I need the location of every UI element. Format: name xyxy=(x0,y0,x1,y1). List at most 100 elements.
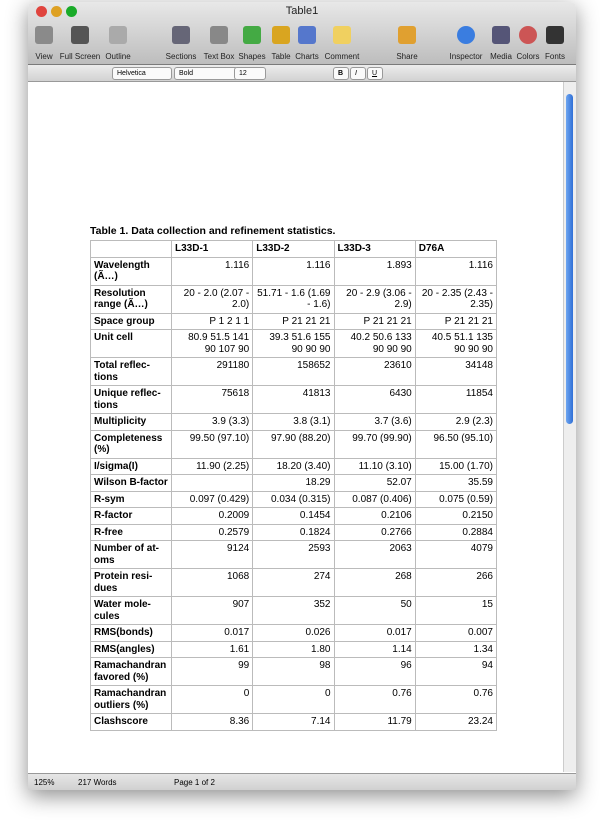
toolbar-icon[interactable] xyxy=(333,26,351,44)
table-cell: 0.76 xyxy=(414,685,498,714)
toolbar-icon[interactable] xyxy=(457,26,475,44)
bold-button[interactable]: B xyxy=(333,67,349,80)
table-row: Water mole-cules 907 352 50 15 xyxy=(90,596,498,625)
font-menu[interactable]: Helvetica xyxy=(112,67,172,80)
toolbar-label[interactable]: Comment xyxy=(324,52,360,61)
table-row: I/sigma(I) 11.90 (2.25) 18.20 (3.40) 11.10 … xyxy=(90,457,498,475)
toolbar-icon[interactable] xyxy=(35,26,53,44)
table-row: RMS(angles) 1.61 1.80 1.14 1.34 xyxy=(90,640,498,658)
column-header: L33D-1 xyxy=(170,240,254,258)
table-cell: 0.026 xyxy=(252,624,335,642)
column-header: D76A xyxy=(414,240,498,258)
table-cell: 94 xyxy=(414,657,498,686)
toolbar-label[interactable]: Inspector xyxy=(449,52,483,61)
table-row: R-free 0.2579 0.1824 0.2766 0.2884 xyxy=(90,523,498,541)
table-cell: 0.2009 xyxy=(170,507,254,525)
toolbar-icon[interactable] xyxy=(519,26,537,44)
row-label: Ramachandran outliers (%) xyxy=(90,685,172,714)
table-row: Unit cell 80.9 51.5 141 90 107 90 39.3 51.… xyxy=(90,329,498,358)
table-cell: 3.9 (3.3) xyxy=(170,413,254,431)
column-header: L33D-2 xyxy=(252,240,335,258)
table-cell: 96.50 (95.10) xyxy=(414,429,498,459)
table-row: Unique reflec-tions 75618 41813 6430 11854 xyxy=(90,385,498,414)
toolbar-label[interactable]: Table xyxy=(271,52,291,61)
toolbar-icon[interactable] xyxy=(210,26,228,44)
toolbar-icon[interactable] xyxy=(109,26,127,44)
row-label: Ramachandran favored (%) xyxy=(90,657,172,686)
row-label: Total reflec-tions xyxy=(90,357,172,386)
row-label: RMS(bonds) xyxy=(90,624,172,642)
word-count: 217 Words xyxy=(78,778,117,787)
row-label: Protein resi-dues xyxy=(90,568,172,597)
table-cell: 0.2106 xyxy=(333,507,416,525)
table-cell: 40.2 50.6 133 90 90 90 xyxy=(333,329,416,358)
toolbar-label[interactable]: View xyxy=(35,52,53,61)
table-cell: 41813 xyxy=(252,385,335,414)
table-cell: 20 - 2.9 (3.06 - 2.9) xyxy=(333,284,416,314)
table-cell: 15.00 (1.70) xyxy=(414,457,498,475)
table-cell: 98 xyxy=(252,657,335,686)
toolbar-label[interactable]: Sections xyxy=(165,52,197,61)
toolbar-icon[interactable] xyxy=(243,26,261,44)
toolbar-label[interactable]: Shapes xyxy=(238,52,266,61)
close-button[interactable] xyxy=(36,6,47,17)
toolbar-label[interactable]: Colors xyxy=(516,52,540,61)
table-cell: 0.017 xyxy=(170,624,254,642)
toolbar-icon[interactable] xyxy=(546,26,564,44)
table-cell: 0.2579 xyxy=(170,523,254,541)
table-cell: 9124 xyxy=(170,540,254,569)
table-cell: 1.34 xyxy=(414,640,498,658)
table-cell: 15 xyxy=(414,596,498,625)
table-cell: 23.24 xyxy=(414,713,498,731)
table-cell: 0.087 (0.406) xyxy=(333,490,416,508)
table-cell: 1.14 xyxy=(333,640,416,658)
table-cell: 2063 xyxy=(333,540,416,569)
toolbar-label[interactable]: Full Screen xyxy=(59,52,101,61)
table-cell: 266 xyxy=(414,568,498,597)
table-row: R-factor 0.2009 0.1454 0.2106 0.2150 xyxy=(90,507,498,525)
table-cell: 35.59 xyxy=(414,474,498,492)
toolbar-icon[interactable] xyxy=(492,26,510,44)
table-cell: 97.90 (88.20) xyxy=(252,429,335,459)
table-cell: 50 xyxy=(333,596,416,625)
toolbar-icon[interactable] xyxy=(398,26,416,44)
page-indicator: Page 1 of 2 xyxy=(174,778,215,787)
table-cell: P 21 21 21 xyxy=(333,312,416,330)
toolbar-label[interactable]: Text Box xyxy=(203,52,235,61)
italic-button[interactable]: I xyxy=(350,67,366,80)
table-cell: 80.9 51.5 141 90 107 90 xyxy=(170,329,254,358)
document: Table 1. Data collection and refinement … xyxy=(28,82,562,772)
zoom-menu[interactable]: 125% xyxy=(34,778,55,787)
table-cell: 75618 xyxy=(170,385,254,414)
size-menu[interactable]: 12 xyxy=(234,67,266,80)
table-cell: 18.20 (3.40) xyxy=(252,457,335,475)
scrollbar[interactable] xyxy=(563,82,576,772)
underline-button[interactable]: U xyxy=(367,67,383,80)
row-label: Clashscore xyxy=(90,713,172,731)
row-label: R-factor xyxy=(90,507,172,525)
toolbar-icon[interactable] xyxy=(172,26,190,44)
toolbar-label[interactable]: Charts xyxy=(295,52,319,61)
table-cell: 0.76 xyxy=(333,685,416,714)
toolbar-icon[interactable] xyxy=(272,26,290,44)
toolbar-label[interactable]: Share xyxy=(396,52,418,61)
minimize-button[interactable] xyxy=(51,6,62,17)
toolbar-label[interactable]: Media xyxy=(490,52,512,61)
scroll-thumb[interactable] xyxy=(566,94,573,424)
style-menu[interactable]: Bold xyxy=(174,67,238,80)
table-cell: 11854 xyxy=(414,385,498,414)
table-cell: 96 xyxy=(333,657,416,686)
table-cell: 0.017 xyxy=(333,624,416,642)
toolbar-label[interactable]: Fonts xyxy=(544,52,566,61)
table-cell: 0.2766 xyxy=(333,523,416,541)
toolbar-label[interactable]: Outline xyxy=(105,52,131,61)
toolbar-icon[interactable] xyxy=(298,26,316,44)
zoom-button[interactable] xyxy=(66,6,77,17)
table-row: Wavelength (Ã…) 1.116 1.116 1.893 1.116 xyxy=(90,256,498,286)
table-cell: 39.3 51.6 155 90 90 90 xyxy=(252,329,335,358)
table-cell: 3.8 (3.1) xyxy=(252,413,335,431)
table-cell: 1.61 xyxy=(170,640,254,658)
toolbar-icon[interactable] xyxy=(71,26,89,44)
table-row: R-sym 0.097 (0.429) 0.034 (0.315) 0.087 (0.… xyxy=(90,490,498,508)
